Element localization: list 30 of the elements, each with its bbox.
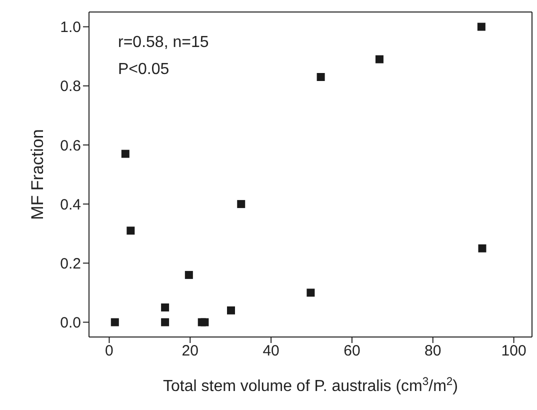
point	[316, 73, 325, 81]
y-axis-title: MF Fraction	[28, 129, 46, 220]
point	[375, 55, 384, 64]
y-tick-label: 0.8	[60, 78, 81, 96]
annotation: r=0.58, n=15	[118, 34, 209, 52]
point	[478, 244, 486, 252]
y-tick-label: 0.6	[60, 137, 81, 154]
annotation: P<0.05	[118, 61, 170, 79]
x-tick-label: 0	[105, 342, 114, 360]
point	[477, 22, 486, 31]
point	[121, 150, 130, 158]
x-tick-label: 80	[424, 342, 442, 360]
point	[161, 303, 170, 312]
point	[200, 318, 209, 326]
x-tick-label: 60	[344, 342, 360, 360]
y-tick-label: 0.4	[60, 196, 81, 214]
point	[227, 306, 236, 314]
y-tick-label: 0.2	[60, 255, 81, 272]
point	[161, 318, 170, 326]
point	[306, 288, 315, 297]
y-tick-label: 1.0	[60, 19, 81, 36]
point	[237, 200, 246, 208]
point	[126, 226, 135, 235]
x-axis-title: Total stem volume of P. australis (cm$^{3}$/m$^{2}$)	[163, 376, 458, 395]
y-tick-label: 0.0	[60, 314, 81, 332]
x-tick-label: 20	[182, 342, 198, 360]
x-tick-label: 40	[262, 342, 280, 360]
x-tick-label: 100	[501, 342, 526, 360]
point	[184, 270, 193, 279]
point	[110, 318, 119, 326]
